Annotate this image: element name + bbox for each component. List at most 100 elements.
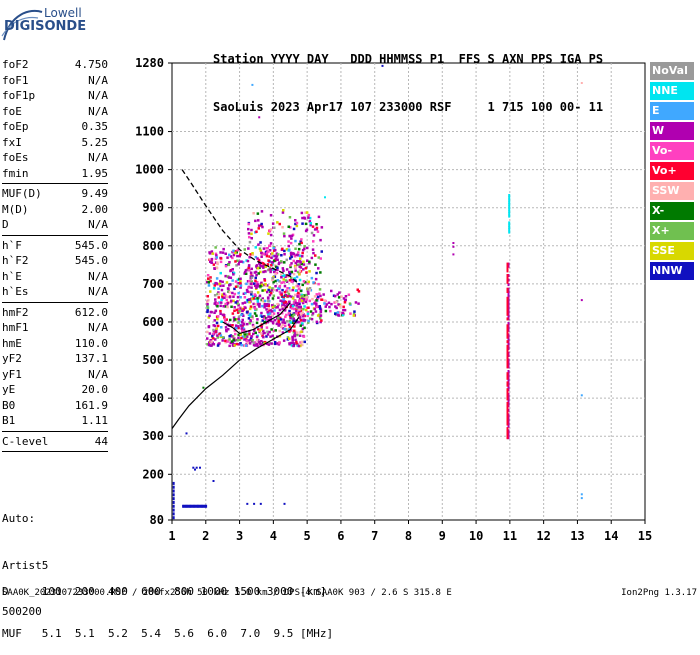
vertical-echo-point <box>506 411 509 415</box>
echo-point <box>296 270 300 274</box>
echo-point <box>294 247 297 250</box>
echo-point <box>268 293 272 297</box>
echo-point <box>217 287 220 290</box>
vertical-echo-point <box>508 207 511 211</box>
echo-point <box>224 326 228 329</box>
legend-item-e: E <box>650 102 694 120</box>
vertical-echo-point <box>506 431 509 435</box>
echo-point <box>314 310 318 313</box>
echo-point <box>243 296 247 299</box>
echo-point <box>255 230 258 233</box>
echo-point <box>348 302 352 305</box>
echo-point <box>272 288 276 292</box>
echo-point <box>296 344 299 347</box>
echo-point <box>297 263 300 266</box>
echo-point <box>249 336 253 340</box>
echo-point <box>270 256 273 260</box>
low-echo-point <box>259 502 262 505</box>
vertical-echo-point <box>506 422 509 426</box>
echo-point <box>272 247 275 250</box>
param-value: N/A <box>88 321 108 334</box>
echo-point <box>244 269 248 272</box>
y-tick-label: 1100 <box>135 125 164 139</box>
echo-point <box>296 260 299 263</box>
echo-point <box>315 302 318 305</box>
echo-point <box>277 343 281 346</box>
echo-point <box>282 209 285 212</box>
echo-point <box>253 328 256 332</box>
echo-point <box>303 340 306 344</box>
echo-point <box>236 300 239 303</box>
y-tick-label: 300 <box>142 429 164 443</box>
echo-point <box>314 254 317 257</box>
echo-point <box>260 210 264 213</box>
echo-point <box>278 290 282 294</box>
echo-point <box>215 256 218 259</box>
echo-point <box>268 312 271 315</box>
echo-point <box>245 282 248 286</box>
echo-point <box>268 286 271 289</box>
echo-point <box>309 289 313 292</box>
param-row-fof2: foF2 4.750 <box>2 57 108 73</box>
echo-point <box>259 284 262 288</box>
echo-point <box>267 268 270 272</box>
echo-point <box>269 233 273 237</box>
echo-point <box>247 222 250 226</box>
echo-point <box>247 232 251 235</box>
echo-point <box>256 318 259 321</box>
legend-item-w: W <box>650 122 694 140</box>
echo-point <box>275 322 279 326</box>
echo-point <box>281 331 285 334</box>
echo-point <box>292 272 296 276</box>
echo-point <box>213 302 216 305</box>
vertical-echo-point <box>506 365 509 369</box>
echo-point <box>307 319 310 323</box>
echo-point <box>298 308 301 311</box>
echo-point <box>309 223 312 227</box>
echo-point <box>263 315 266 318</box>
y-tick-label: 1280 <box>135 56 164 70</box>
legend-item-x: X- <box>650 202 694 220</box>
echo-point <box>269 268 272 271</box>
vertical-echo-point <box>506 397 509 401</box>
param-row-ye: yE 20.0 <box>2 382 108 398</box>
vertical-echo-point <box>506 303 509 307</box>
echo-point <box>302 308 305 311</box>
echo-point <box>227 328 230 331</box>
echo-point <box>301 255 304 258</box>
echo-point <box>232 295 235 298</box>
echo-point <box>245 288 249 292</box>
echo-point <box>216 315 220 318</box>
echo-point <box>277 296 280 299</box>
echo-point <box>295 221 299 225</box>
echo-point <box>305 298 308 301</box>
echo-point <box>344 298 347 302</box>
echo-point <box>234 324 238 327</box>
echo-point <box>251 253 254 256</box>
echo-point <box>238 338 242 342</box>
echo-point <box>263 320 266 324</box>
vertical-echo-point <box>506 363 509 367</box>
param-label: MUF(D) <box>2 187 42 200</box>
low-echo-point <box>203 504 206 508</box>
echo-point <box>324 305 327 308</box>
vertical-echo-point <box>506 360 509 364</box>
echo-point <box>226 302 229 305</box>
vertical-echo-point <box>506 331 509 335</box>
echo-point <box>228 338 231 341</box>
echo-point <box>271 276 274 280</box>
echo-point <box>230 335 233 338</box>
echo-point <box>246 300 249 304</box>
echo-point <box>238 260 241 263</box>
echo-point <box>267 304 270 307</box>
echo-point <box>266 320 270 324</box>
echo-point <box>221 251 225 254</box>
echo-point <box>216 262 219 266</box>
echo-point <box>302 260 305 263</box>
echo-point <box>251 295 255 298</box>
vertical-echo-point <box>506 395 509 399</box>
param-value: 5.25 <box>81 135 109 149</box>
echo-point <box>270 289 273 292</box>
legend-item-x: X+ <box>650 222 694 240</box>
echo-point <box>249 253 252 256</box>
